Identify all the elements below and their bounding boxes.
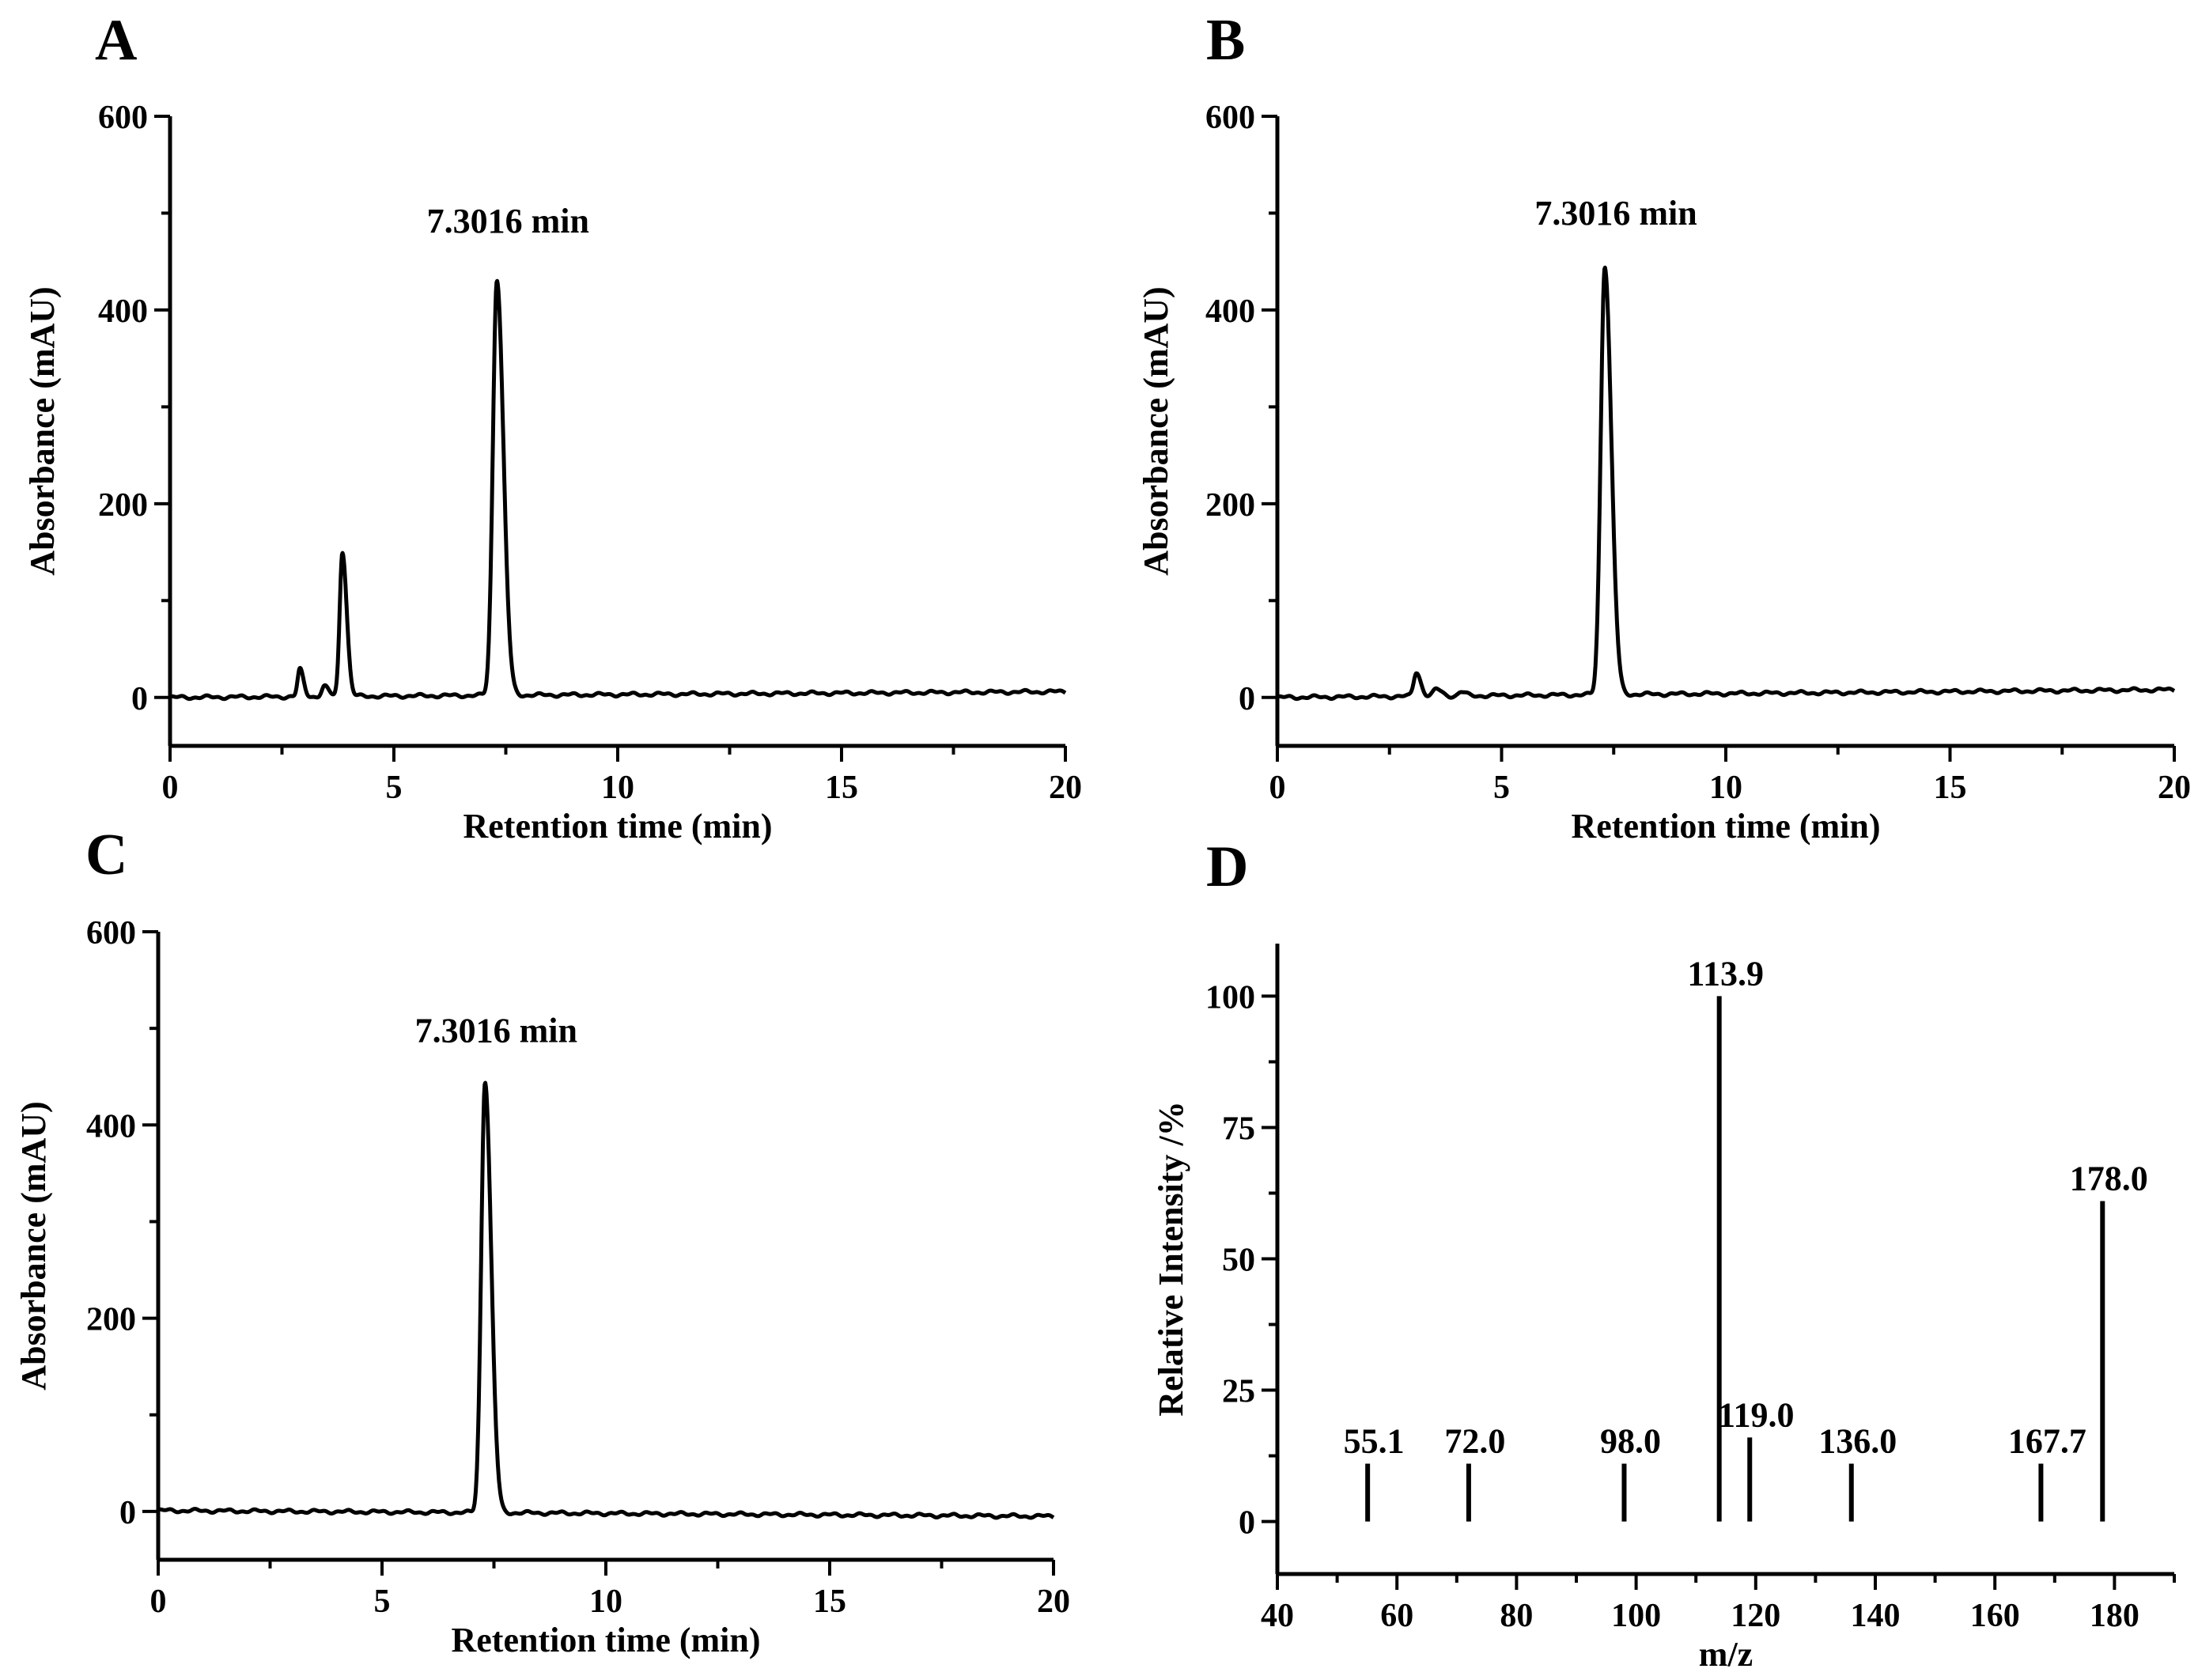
spectrum-peak-label: 136.0 bbox=[1818, 1422, 1897, 1461]
y-axis-title: Absorbance (mAU) bbox=[1137, 286, 1175, 575]
x-tick-label: 15 bbox=[825, 770, 858, 806]
x-tick-label: 0 bbox=[162, 770, 179, 806]
x-tick-label: 20 bbox=[1037, 1584, 1070, 1620]
x-tick-label: 0 bbox=[150, 1584, 167, 1620]
y-tick-label: 400 bbox=[86, 1108, 136, 1145]
x-tick-label: 60 bbox=[1380, 1598, 1413, 1634]
y-tick-label: 75 bbox=[1222, 1111, 1255, 1147]
chromatogram-trace bbox=[157, 1080, 1055, 1520]
y-tick-label: 0 bbox=[1239, 1505, 1255, 1542]
y-tick-label: 400 bbox=[1205, 293, 1255, 330]
y-axis-title: Relative Intensity /% bbox=[1152, 1101, 1190, 1416]
x-tick-label: 120 bbox=[1731, 1598, 1780, 1634]
spectrum-peak-label: 167.7 bbox=[2008, 1422, 2086, 1461]
y-tick-label: 100 bbox=[1205, 979, 1255, 1016]
x-tick-label: 10 bbox=[589, 1584, 622, 1620]
x-tick-label: 160 bbox=[1970, 1598, 2020, 1634]
panel-label: C bbox=[85, 823, 127, 887]
x-axis-title: Retention time (min) bbox=[1571, 807, 1880, 846]
y-tick-label: 25 bbox=[1222, 1374, 1255, 1410]
y-tick-label: 600 bbox=[1205, 100, 1255, 136]
chart-panel-d: D 40 60 80 100 120 140 160 180 0 25 50 75 100 m/z Relat… bbox=[1152, 834, 2176, 1674]
x-tick-label: 100 bbox=[1611, 1598, 1661, 1634]
x-tick-label: 20 bbox=[2158, 770, 2191, 806]
spectrum-peak-label: 98.0 bbox=[1600, 1422, 1661, 1461]
x-tick-label: 40 bbox=[1261, 1598, 1294, 1634]
x-tick-label: 20 bbox=[1049, 770, 1082, 806]
x-tick-label: 180 bbox=[2090, 1598, 2139, 1634]
spectrum-peak-label: 55.1 bbox=[1344, 1422, 1405, 1461]
x-tick-label: 15 bbox=[813, 1584, 846, 1620]
y-axis-title: Absorbance (mAU) bbox=[14, 1101, 53, 1390]
peak-annotation: 7.3016 min bbox=[1534, 194, 1697, 233]
x-tick-label: 0 bbox=[1269, 770, 1286, 806]
spectrum-peak-label: 178.0 bbox=[2070, 1159, 2148, 1198]
peak-annotation: 7.3016 min bbox=[415, 1011, 577, 1050]
chromatogram-trace bbox=[168, 278, 1067, 702]
chromatogram-trace bbox=[1276, 265, 2176, 702]
y-tick-label: 0 bbox=[119, 1495, 136, 1531]
y-tick-label: 200 bbox=[98, 487, 148, 524]
x-tick-label: 80 bbox=[1500, 1598, 1533, 1634]
panel-label: B bbox=[1206, 8, 1245, 73]
y-axis-title: Absorbance (mAU) bbox=[23, 286, 62, 575]
y-tick-label: 600 bbox=[86, 915, 136, 952]
x-tick-label: 10 bbox=[1709, 770, 1742, 806]
x-tick-label: 5 bbox=[1493, 770, 1510, 806]
y-tick-label: 0 bbox=[1239, 681, 1255, 717]
x-axis-title: Retention time (min) bbox=[451, 1621, 760, 1659]
panel-label: A bbox=[95, 8, 137, 73]
y-tick-label: 200 bbox=[1205, 487, 1255, 524]
panel-label: D bbox=[1206, 834, 1248, 899]
y-tick-label: 200 bbox=[86, 1302, 136, 1338]
y-tick-label: 400 bbox=[98, 293, 148, 330]
x-tick-label: 10 bbox=[601, 770, 634, 806]
x-tick-label: 5 bbox=[374, 1584, 391, 1620]
x-tick-label: 15 bbox=[1934, 770, 1967, 806]
y-tick-label: 50 bbox=[1222, 1243, 1255, 1279]
x-tick-label: 140 bbox=[1851, 1598, 1901, 1634]
x-axis-title: m/z bbox=[1699, 1635, 1753, 1674]
y-tick-label: 600 bbox=[98, 100, 148, 136]
spectrum-peak-label: 119.0 bbox=[1718, 1395, 1795, 1434]
peak-annotation: 7.3016 min bbox=[427, 202, 589, 240]
x-axis-title: Retention time (min) bbox=[463, 807, 772, 846]
spectrum-peak-label: 113.9 bbox=[1687, 954, 1764, 993]
y-tick-label: 0 bbox=[131, 681, 148, 717]
spectrum-peak-label: 72.0 bbox=[1444, 1422, 1505, 1461]
x-tick-label: 5 bbox=[386, 770, 403, 806]
